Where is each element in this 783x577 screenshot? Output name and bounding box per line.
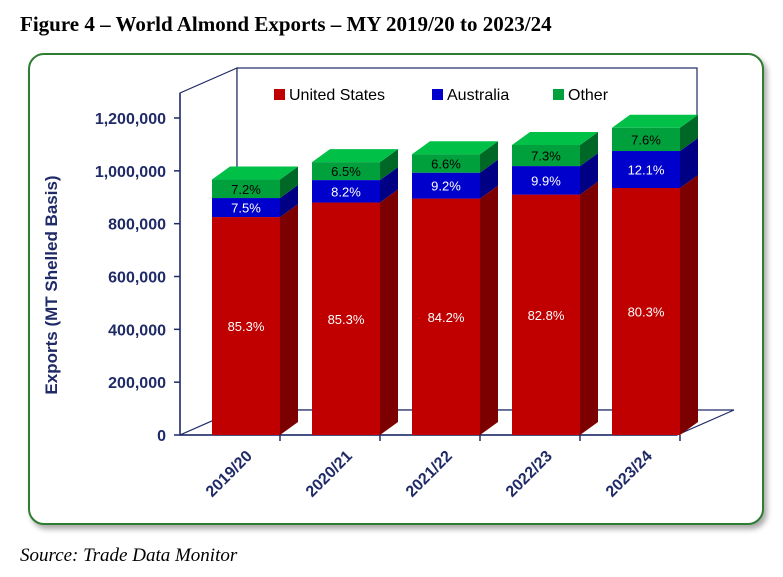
legend-label: Other bbox=[568, 87, 609, 104]
bar-side bbox=[380, 167, 398, 203]
data-label: 7.5% bbox=[231, 201, 261, 216]
bar-side bbox=[680, 138, 698, 189]
data-label: 82.8% bbox=[528, 308, 565, 323]
legend-swatch bbox=[274, 89, 285, 100]
bar-side bbox=[380, 189, 398, 435]
data-label: 85.3% bbox=[328, 312, 365, 327]
bar-side bbox=[580, 181, 598, 435]
legend-swatch bbox=[553, 89, 564, 100]
y-axis-label: Exports (MT Shelled Basis) bbox=[42, 175, 61, 394]
bar-side bbox=[280, 204, 298, 435]
data-label: 84.2% bbox=[428, 310, 465, 325]
data-label: 6.5% bbox=[331, 164, 361, 179]
y-tick-label: 1,000,000 bbox=[95, 164, 166, 181]
bar-segment bbox=[412, 154, 480, 173]
bar-stack-2021-22: 84.2% 9.2% 6.6% bbox=[412, 141, 498, 435]
bar-side bbox=[580, 131, 598, 167]
data-label: 7.6% bbox=[631, 132, 661, 147]
y-tick-label: 400,000 bbox=[108, 322, 166, 339]
x-tick-label: 2020/21 bbox=[303, 448, 356, 501]
y-tick-label: 1,200,000 bbox=[95, 111, 166, 128]
bar-side bbox=[580, 153, 598, 195]
data-label: 85.3% bbox=[228, 319, 265, 334]
bar-segment bbox=[312, 202, 380, 435]
bar-stack-2020-21: 85.3% 8.2% 6.5% bbox=[312, 149, 398, 435]
x-tick-label: 2019/20 bbox=[203, 448, 256, 501]
y-tick-label: 200,000 bbox=[108, 375, 166, 392]
x-tick-label: 2022/23 bbox=[503, 448, 556, 501]
bar-top bbox=[212, 166, 298, 180]
bar-side bbox=[480, 185, 498, 435]
bar-stack-2022-23: 82.8% 9.9% 7.3% bbox=[512, 131, 598, 435]
bar-side bbox=[280, 185, 298, 218]
bar-side bbox=[680, 114, 698, 152]
bar-segment bbox=[312, 180, 380, 203]
legend-swatch bbox=[432, 89, 443, 100]
bar-side bbox=[680, 175, 698, 436]
bar-segment bbox=[412, 172, 480, 199]
bar-top bbox=[512, 131, 598, 145]
y-axis: 0 200,000 400,000 600,000 800,000 1,000,000 1,… bbox=[95, 93, 181, 445]
bar-top bbox=[312, 149, 398, 163]
data-label: 9.9% bbox=[531, 173, 561, 188]
x-axis: 2019/20 2020/21 2021/22 2022/23 2023/24 bbox=[180, 434, 681, 501]
bar-segment bbox=[612, 188, 680, 435]
bar-segment bbox=[512, 166, 580, 195]
data-label: 6.6% bbox=[431, 156, 461, 171]
data-label: 7.3% bbox=[531, 149, 561, 164]
bar-segment bbox=[212, 179, 280, 199]
bar-segment bbox=[212, 198, 280, 218]
source-note: Source: Trade Data Monitor bbox=[20, 545, 238, 566]
bar-top bbox=[412, 141, 498, 155]
bar-segment bbox=[612, 151, 680, 189]
bar-side bbox=[480, 141, 498, 173]
y-tick-label: 0 bbox=[157, 428, 166, 445]
bar-segment bbox=[212, 217, 280, 435]
bar-segment bbox=[512, 194, 580, 435]
legend-label: United States bbox=[289, 87, 385, 104]
bar-segment bbox=[612, 127, 680, 152]
y-tick-label: 600,000 bbox=[108, 270, 166, 287]
bar-side bbox=[480, 159, 498, 199]
figure-title: Figure 4 – World Almond Exports – MY 201… bbox=[20, 12, 552, 36]
legend: United States Australia Other bbox=[274, 87, 609, 104]
data-label: 9.2% bbox=[431, 179, 461, 194]
y-tick-label: 800,000 bbox=[108, 217, 166, 234]
x-tick-label: 2023/24 bbox=[603, 448, 656, 501]
data-label: 7.2% bbox=[231, 182, 261, 197]
bar-side bbox=[280, 166, 298, 199]
data-label: 80.3% bbox=[628, 305, 665, 320]
data-label: 8.2% bbox=[331, 184, 361, 199]
legend-label: Australia bbox=[447, 87, 509, 104]
bar-segment bbox=[412, 198, 480, 435]
bar-side bbox=[380, 149, 398, 181]
bar-stack-2019-20: 85.3% 7.5% 7.2% bbox=[212, 166, 298, 435]
x-tick-label: 2021/22 bbox=[403, 448, 456, 501]
bar-stack-2023-24: 80.3% 12.1% 7.6% bbox=[612, 114, 698, 436]
bars: 85.3%7.5%7.2%85.3%8.2%6.5%84.2%9.2%6.6%8… bbox=[212, 114, 698, 436]
bar-segment bbox=[312, 162, 380, 181]
data-label: 12.1% bbox=[628, 163, 665, 178]
bar-top bbox=[612, 114, 698, 128]
bar-segment bbox=[512, 144, 580, 167]
